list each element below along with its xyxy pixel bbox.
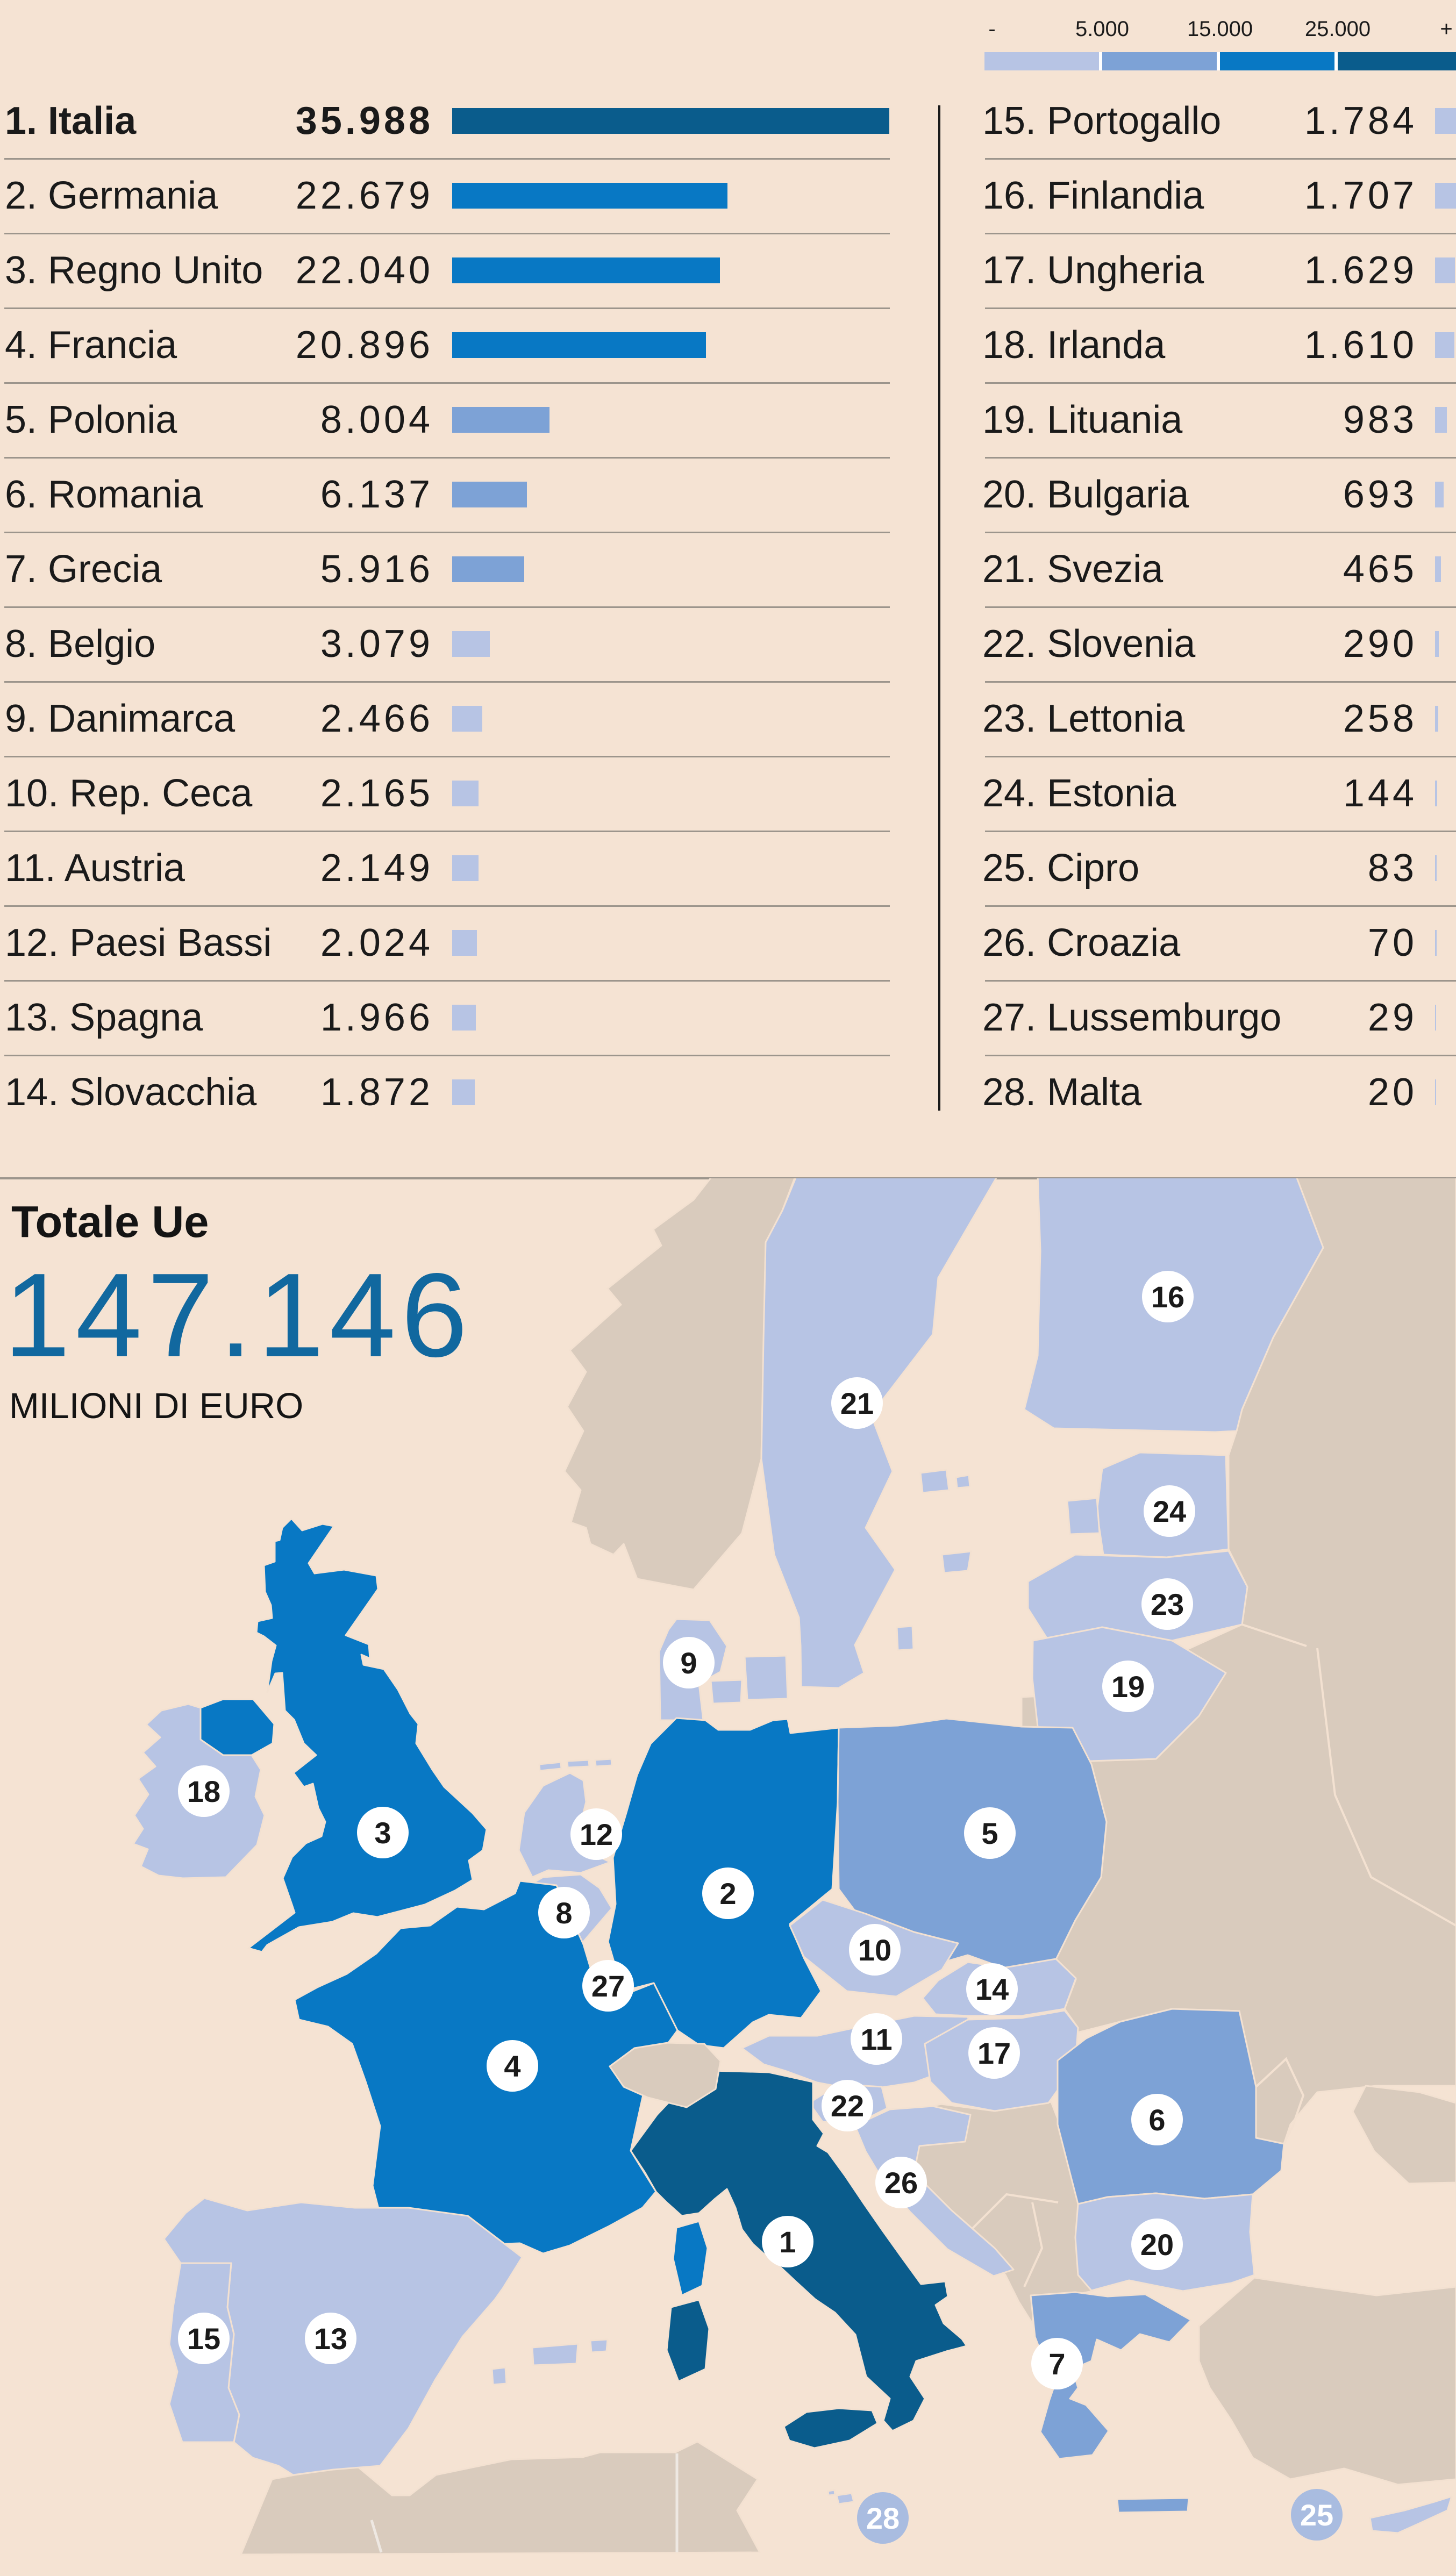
svg-text:26: 26 (884, 2166, 918, 2200)
svg-text:24: 24 (1153, 1494, 1186, 1528)
svg-text:14: 14 (975, 1972, 1009, 2006)
svg-text:7: 7 (1048, 2347, 1065, 2381)
svg-text:15: 15 (187, 2322, 220, 2356)
svg-text:1: 1 (779, 2225, 796, 2259)
svg-text:27: 27 (591, 1969, 625, 2003)
svg-text:12: 12 (580, 1817, 613, 1851)
svg-text:19: 19 (1111, 1670, 1145, 1704)
svg-text:16: 16 (1151, 1280, 1184, 1314)
svg-text:4: 4 (504, 2049, 520, 2083)
svg-text:18: 18 (187, 1774, 220, 1808)
svg-text:25: 25 (1300, 2498, 1333, 2532)
svg-text:5: 5 (981, 1816, 998, 1850)
svg-text:8: 8 (555, 1896, 572, 1930)
svg-text:2: 2 (719, 1877, 736, 1910)
svg-text:21: 21 (840, 1386, 874, 1420)
svg-text:11: 11 (860, 2022, 892, 2056)
svg-text:13: 13 (314, 2322, 347, 2356)
svg-text:20: 20 (1140, 2228, 1174, 2262)
svg-text:6: 6 (1148, 2103, 1165, 2137)
svg-text:22: 22 (831, 2089, 864, 2123)
svg-text:9: 9 (680, 1646, 697, 1680)
svg-text:23: 23 (1151, 1587, 1184, 1621)
svg-text:3: 3 (374, 1816, 391, 1850)
svg-text:17: 17 (977, 2036, 1011, 2070)
svg-text:10: 10 (858, 1933, 891, 1967)
svg-text:28: 28 (866, 2501, 900, 2535)
